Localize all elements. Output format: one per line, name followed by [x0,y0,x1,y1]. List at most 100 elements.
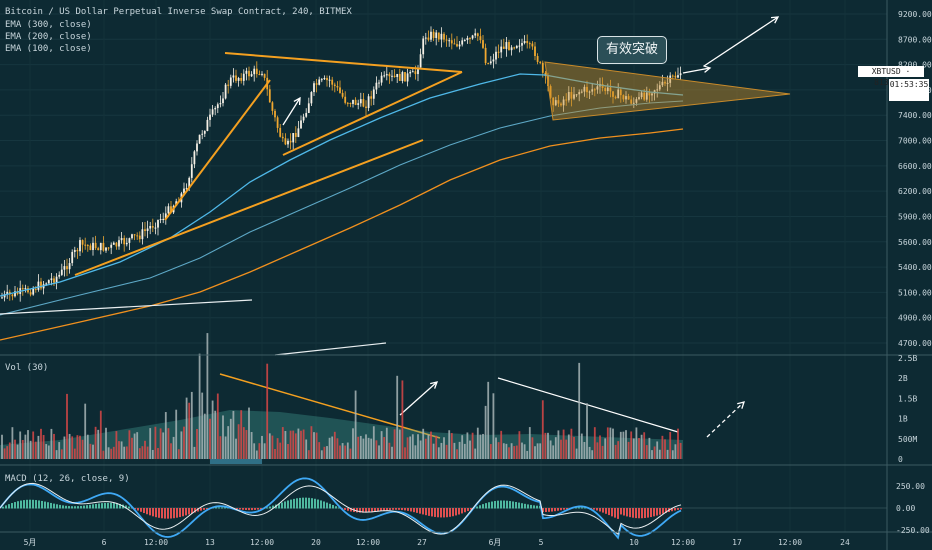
candle-body [333,84,336,87]
candle-body [193,151,196,165]
volume-bar [245,430,248,459]
volume-bar [284,430,287,459]
candle-body [367,96,370,108]
macd-histogram-bar [281,502,283,509]
candle-body [606,87,609,92]
macd-histogram-bar [305,497,307,509]
volume-bar [294,433,297,459]
macd-histogram-bar [326,502,328,509]
volume-bar [255,450,258,459]
volume-bar [578,362,581,459]
macd-histogram-bar [656,508,658,516]
volume-bar [297,428,300,459]
candle-body [495,51,497,60]
macd-histogram-bar [35,500,37,509]
candle-body [112,242,115,245]
volume-bar [331,436,334,459]
candle-body [531,43,534,47]
macd-histogram-bar [143,508,145,514]
macd-histogram-bar [98,503,100,509]
macd-histogram-bar [116,503,118,509]
volume-bar [549,440,552,459]
macd-histogram-bar [593,508,595,510]
candle-body [458,44,461,47]
trend-drawings [0,16,791,439]
candle-body [560,103,562,106]
candle-body [341,92,344,97]
candle-body [281,136,284,139]
macd-histogram-bar [578,507,580,509]
candle-body [58,274,61,277]
macd-histogram-bar [182,508,184,517]
candle-body [625,96,627,100]
candle-body [149,225,152,229]
macd-histogram-bar [548,508,550,512]
volume-bar [14,439,16,459]
candle-body [456,44,458,47]
macd-histogram-bar [611,508,613,517]
macd-histogram-bar [407,508,409,511]
volume-bar [531,437,534,459]
macd-histogram-bar [20,500,22,509]
candle-body [476,33,479,37]
macd-histogram-bar [137,508,139,511]
macd-histogram-bar [110,502,112,509]
candle-body [162,218,165,220]
macd-histogram-bar [50,502,52,509]
volume-bar [34,441,37,459]
volume-bar [190,391,193,459]
macd-histogram-bar [32,499,34,509]
macd-histogram-bar [515,501,517,509]
volume-bar [409,436,412,459]
macd-histogram-bar [167,508,169,519]
candle-body [664,81,666,84]
volume-bar [463,443,466,459]
macd-histogram-bar [374,508,376,512]
time-tick-label: 6 [102,538,107,547]
macd-histogram-bar [245,508,247,510]
candle-body [99,242,102,251]
candle-body [596,86,599,90]
macd-histogram-bar [185,508,187,516]
macd-histogram-bar [647,508,649,518]
candle-body [315,83,318,85]
candle-body [380,75,383,83]
volume-bar [508,447,510,459]
macd-histogram-bar [479,505,481,509]
candle-body [53,278,55,283]
candle-body [157,220,159,228]
macd-histogram-bar [398,508,400,510]
candle-body [422,38,425,55]
candle-body [94,242,97,249]
macd-histogram-bar [413,508,415,513]
time-tick-label: 24 [840,538,850,547]
candle-body [201,133,204,135]
time-tick-label: 12:00 [356,538,380,547]
candle-body [391,75,393,77]
candle-body [307,103,310,113]
candle-body [81,240,84,245]
ema-200-line [0,100,684,316]
macd-histogram-bar [521,503,523,509]
volume-bar [479,434,482,459]
candle-body [287,140,289,145]
candle-body [401,72,404,81]
candle-body [268,89,271,103]
macd-histogram-bar [125,505,127,509]
volume-bar [167,428,170,459]
candle-body [302,116,305,121]
volume-bar [445,444,448,459]
candle-body [24,288,27,290]
candle-body [406,73,409,82]
candle-body [211,109,214,115]
volume-bar [357,436,360,459]
macd-histogram-bar [80,505,82,509]
candle-body [528,43,531,45]
volume-bar [253,443,256,459]
macd-histogram-bar [338,507,340,509]
candle-body [591,89,594,92]
volume-bar [417,434,419,459]
macd-histogram-bar [242,508,244,510]
macd-histogram-bar [17,501,19,509]
volume-bar [658,449,661,459]
